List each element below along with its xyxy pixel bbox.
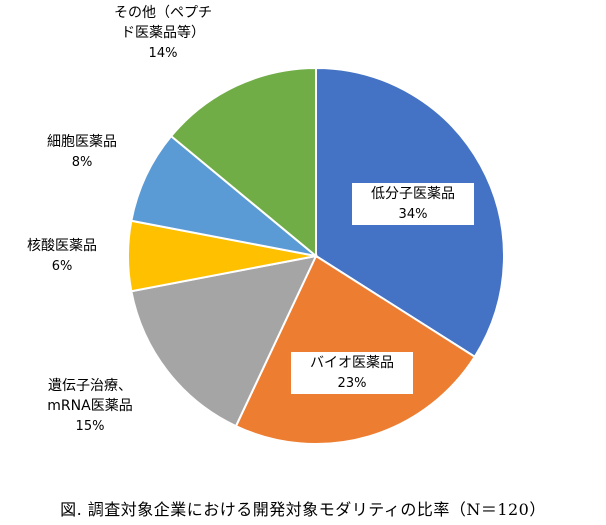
slice-label-1-line-0: バイオ医薬品	[310, 355, 394, 371]
slice-value-label-3: 6%	[52, 259, 73, 274]
slice-value-label-5: 14%	[149, 46, 178, 61]
slice-label-3-line-0: 核酸医薬品	[27, 238, 97, 254]
slice-value-label-0: 34%	[399, 207, 428, 222]
slice-label-2-line-0: 遺伝子治療、	[48, 377, 132, 394]
slice-value-label-4: 8%	[72, 155, 93, 170]
slice-label-5-line-1: ド医薬品等）	[121, 24, 205, 41]
slice-label-box-0	[352, 183, 474, 225]
slice-label-4-line-0: 細胞医薬品	[47, 134, 117, 150]
figure-caption: 図. 調査対象企業における開発対象モダリティの比率（N＝120）	[60, 500, 546, 519]
slice-label-box-1	[291, 352, 413, 394]
pie-slice-1	[234, 254, 477, 445]
pie-slice-4	[130, 134, 317, 257]
pie-slice-2	[130, 254, 318, 428]
pie-labels: 低分子医薬品 34% バイオ医薬品 23% 遺伝子治療、 mRNA医薬品 15% 核酸医薬品 6…	[27, 5, 474, 434]
slice-value-label-2: 15%	[76, 419, 105, 434]
slice-label-5-line-0: その他（ペプチ	[114, 5, 212, 21]
slice-label-2-line-1: mRNA医薬品	[47, 398, 132, 414]
pie-slice-5	[169, 66, 317, 259]
slice-label-0-line-0: 低分子医薬品	[371, 186, 455, 202]
pie-slices	[127, 66, 505, 445]
slice-value-label-1: 23%	[338, 376, 367, 391]
